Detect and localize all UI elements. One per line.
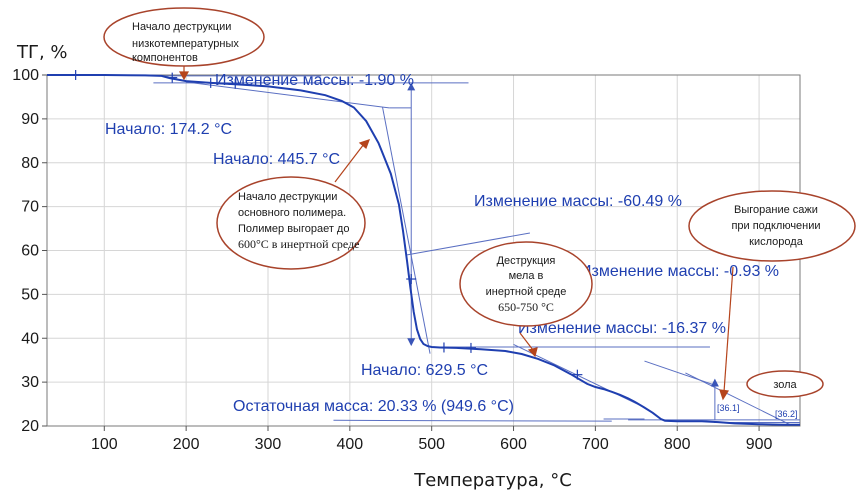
y-tick-label: 40: [21, 330, 39, 347]
x-tick-label: 500: [418, 436, 445, 453]
bubble-3-line-3: инертной среде: [486, 286, 567, 298]
bubble-4-line-2: при подключении: [731, 220, 820, 232]
bubble-chalk-destruction: Деструкция мела в инертной среде 650-750…: [459, 241, 593, 327]
annotation-step-36-2: [36.2]: [775, 409, 798, 419]
bubble-2-line-3: Полимер выгорает до: [238, 223, 349, 235]
x-tick-label: 700: [582, 436, 609, 453]
y-tick-label: 60: [21, 243, 39, 260]
y-tick-label: 70: [21, 199, 39, 216]
y-tick-label: 50: [21, 286, 39, 303]
guide-line: [186, 81, 390, 109]
x-tick-label: 800: [664, 436, 691, 453]
y-tick-label: 20: [21, 418, 39, 435]
x-tick-label: 300: [255, 436, 282, 453]
axis-ticks: 20 30 40 50 60 70 80 90 100 100 200 300 400 500 600 700…: [12, 67, 772, 453]
bubble-3-line-1: Деструкция: [497, 255, 556, 267]
bubble-1-line-3: компонентов: [132, 52, 198, 64]
annotation-step-36-1: [36.1]: [717, 403, 740, 413]
bubble-1-line-2: низкотемпературных: [132, 38, 239, 50]
annotation-mass-change-1: Изменение массы: -1.90 %: [215, 72, 414, 89]
bubble-5-line-1: зола: [773, 379, 797, 391]
bubble-2-line-4: 600°C в инертной среде: [238, 237, 360, 251]
guide-line: [407, 232, 530, 256]
annotation-mass-change-2: Изменение массы: -60.49 %: [474, 193, 682, 210]
annotation-mass-change-3: Изменение массы: -0.93 %: [580, 263, 779, 280]
annotation-onset-3: Начало: 629.5 °C: [361, 362, 488, 379]
y-tick-label: 80: [21, 155, 39, 172]
y-axis-title: ТГ, %: [16, 42, 68, 63]
bubble-1-line-1: Начало деструкции: [132, 21, 231, 33]
bubble-3-line-4: 650-750 °C: [498, 300, 554, 314]
bubble-2-line-1: Начало деструкции: [238, 191, 337, 203]
bubble-ash: зола: [746, 370, 824, 398]
guide-line: [333, 419, 612, 422]
x-tick-label: 400: [336, 436, 363, 453]
guide-line: [644, 360, 716, 386]
guide-lines: [153, 75, 800, 426]
y-tick-label: 90: [21, 111, 39, 128]
arrow-head-up-2: [710, 378, 719, 387]
annotation-onset-1: Начало: 174.2 °C: [105, 121, 232, 138]
y-tick-label: 100: [12, 67, 39, 84]
bubble-4-line-3: кислорода: [749, 236, 804, 248]
tg-curve: [47, 74, 800, 426]
bubble-arrows: [178, 66, 734, 401]
onset-markers: [70, 70, 583, 380]
x-tick-label: 200: [173, 436, 200, 453]
guide-line: [685, 372, 791, 426]
annotation-mass-change-4: Изменение массы: -16.37 %: [518, 320, 726, 337]
annotation-residual-mass: Остаточная масса: 20.33 % (949.6 °C): [233, 398, 514, 415]
y-tick-label: 30: [21, 374, 39, 391]
bubble-low-temp-destruction: Начало деструкции низкотемпературных ком…: [103, 7, 265, 67]
guide-line: [382, 107, 431, 354]
bubble-3-line-2: мела в: [509, 270, 544, 282]
arrow-head-down: [407, 338, 416, 347]
x-tick-label: 100: [91, 436, 118, 453]
bubble-main-polymer: Начало деструкции основного полимера. По…: [216, 176, 366, 270]
x-axis-title: Температура, °C: [413, 470, 572, 491]
x-tick-label: 900: [746, 436, 773, 453]
bubble-4-line-1: Выгорание сажи: [734, 204, 818, 216]
x-tick-label: 600: [500, 436, 527, 453]
annotation-onset-2: Начало: 445.7 °C: [213, 151, 340, 168]
bubble-2-line-2: основного полимера.: [238, 207, 346, 219]
bubble-soot-burnout: Выгорание сажи при подключении кислорода: [688, 190, 856, 262]
arrow-head-up: [407, 82, 416, 91]
